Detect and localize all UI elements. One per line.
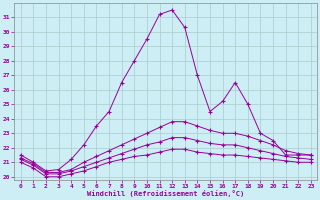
X-axis label: Windchill (Refroidissement éolien,°C): Windchill (Refroidissement éolien,°C) [87,190,244,197]
